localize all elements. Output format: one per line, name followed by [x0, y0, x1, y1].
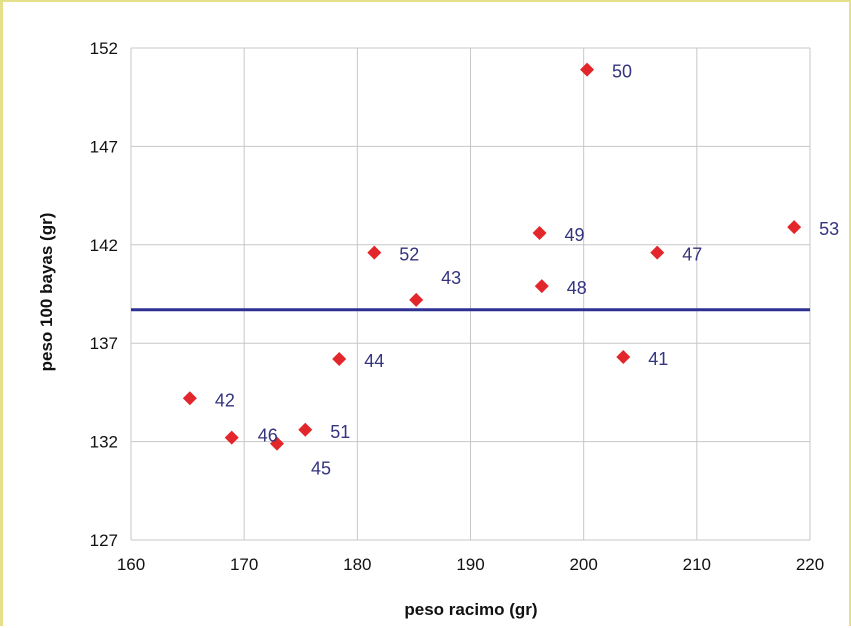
data-point-48	[534, 279, 549, 294]
data-point-45	[269, 436, 284, 451]
data-point-50	[580, 62, 595, 77]
x-tick-label: 160	[117, 555, 145, 574]
x-tick-label: 200	[569, 555, 597, 574]
data-point-52	[367, 245, 382, 260]
data-label-47: 47	[682, 245, 702, 265]
y-tick-label: 142	[90, 236, 118, 255]
x-tick-label: 210	[683, 555, 711, 574]
data-point-42	[182, 391, 197, 406]
data-label-43: 43	[441, 268, 461, 288]
y-tick-label: 127	[90, 531, 118, 550]
data-label-49: 49	[565, 225, 585, 245]
data-label-52: 52	[399, 245, 419, 265]
y-tick-label: 147	[90, 137, 118, 156]
x-axis-title: peso racimo (gr)	[404, 600, 537, 619]
tick-label-layer: 160 170 180 190 200 210 220 127 132 137 142 147 152	[90, 39, 825, 574]
data-point-41	[616, 349, 631, 364]
data-label-53: 53	[819, 219, 839, 239]
data-point-53	[787, 220, 802, 235]
y-tick-label: 132	[90, 433, 118, 452]
y-tick-label: 137	[90, 334, 118, 353]
data-label-41: 41	[648, 349, 668, 369]
data-point-43	[409, 292, 424, 307]
data-point-46	[224, 430, 239, 445]
x-tick-label: 170	[230, 555, 258, 574]
data-label-50: 50	[612, 62, 632, 82]
data-label-46: 46	[258, 426, 278, 446]
data-point-47	[650, 245, 665, 260]
y-axis-title: peso 100 bayas (gr)	[37, 213, 56, 372]
x-tick-label: 190	[456, 555, 484, 574]
data-point-51	[298, 422, 313, 437]
data-label-layer: 50 53 49 47 52 48 43 41 44 42 51 46 45	[215, 62, 839, 479]
data-label-45: 45	[311, 459, 331, 479]
scatter-chart: 160 170 180 190 200 210 220127132137142147152 …	[37, 39, 839, 619]
x-tick-label: 220	[796, 555, 824, 574]
data-point-44	[332, 351, 347, 366]
data-label-42: 42	[215, 390, 235, 410]
data-point-49	[532, 225, 547, 240]
grid-layer	[130, 47, 811, 541]
data-point-layer	[182, 62, 802, 451]
data-label-48: 48	[567, 278, 587, 298]
y-tick-label: 152	[90, 39, 118, 58]
data-label-44: 44	[364, 351, 384, 371]
x-tick-label: 180	[343, 555, 371, 574]
data-label-51: 51	[330, 422, 350, 442]
